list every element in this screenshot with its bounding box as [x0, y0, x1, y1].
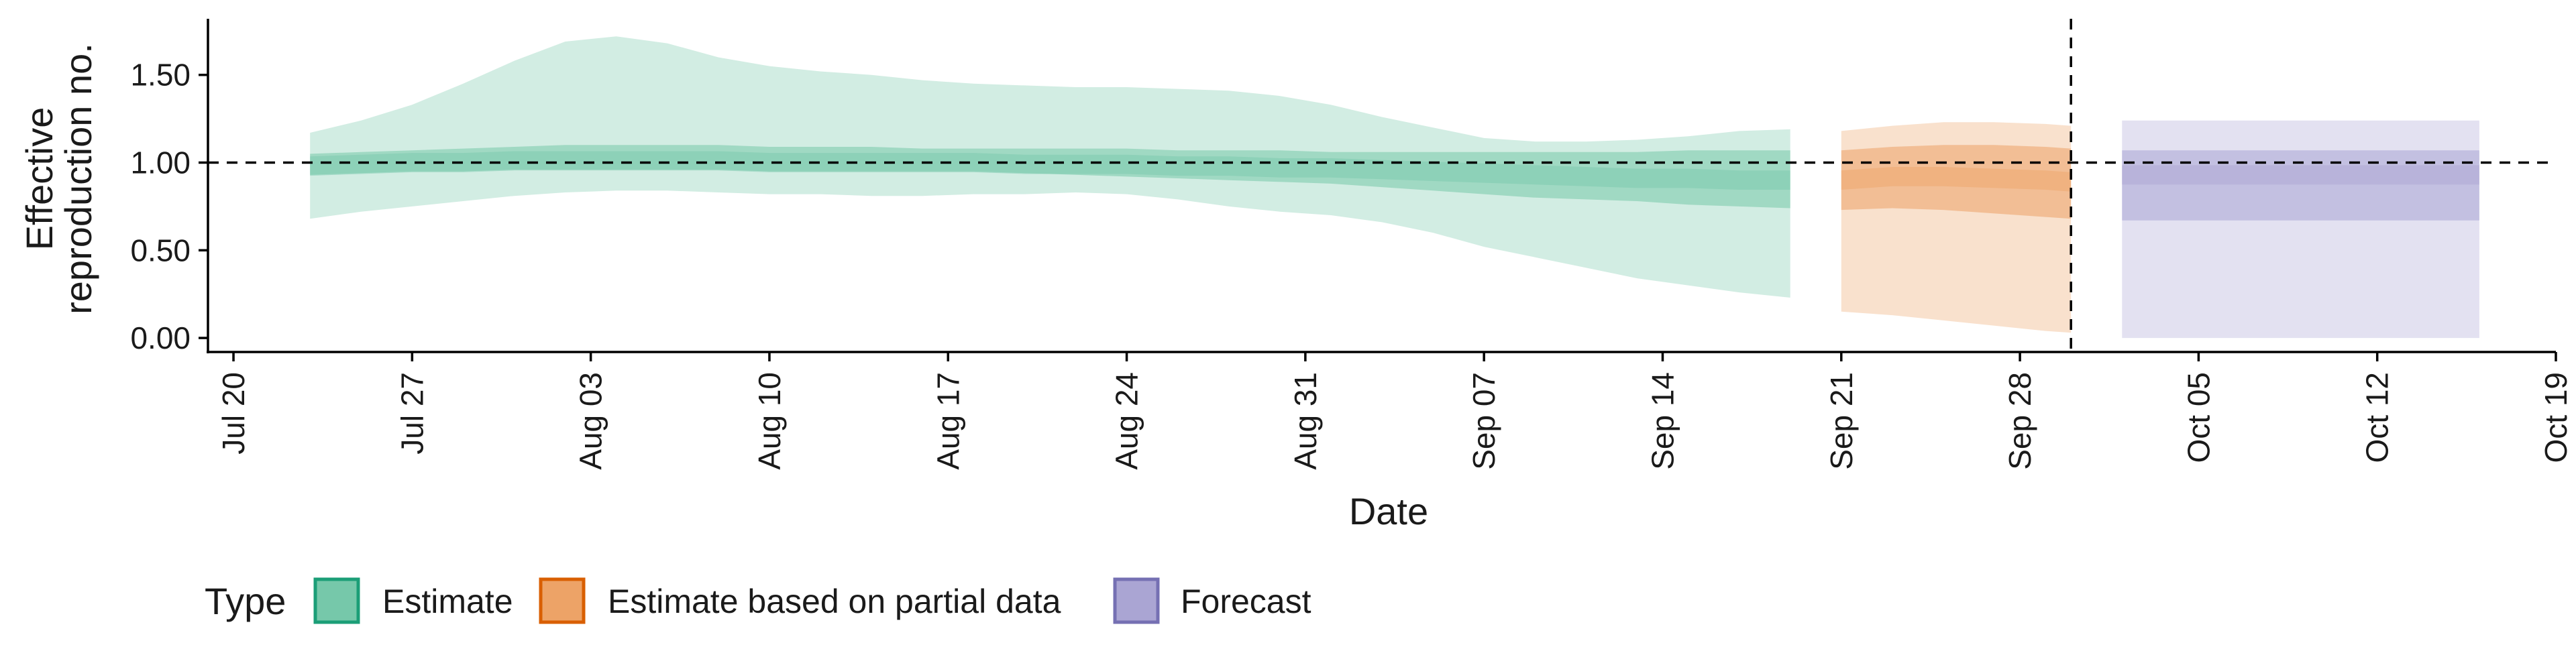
band-core-forecast: [2122, 165, 2479, 185]
y-axis-title-line: Effective: [18, 107, 60, 251]
legend-label: Estimate: [382, 583, 513, 620]
axes-layer: [199, 19, 2557, 361]
legend-key: [313, 577, 360, 624]
y-axis-title-line: reproduction no.: [57, 43, 99, 314]
y-tick-label: 0.50: [130, 233, 191, 268]
x-tick-label: Aug 10: [752, 372, 787, 470]
x-tick-label: Oct 12: [2360, 372, 2395, 463]
y-tick-label: 1.00: [130, 145, 191, 180]
band-inner-forecast: [2122, 150, 2479, 221]
x-tick-label: Aug 03: [574, 372, 608, 470]
x-tick-label: Sep 28: [2002, 372, 2037, 470]
legend-label: Estimate based on partial data: [608, 583, 1061, 620]
x-tick-label: Oct 19: [2538, 372, 2573, 463]
legend-label: Forecast: [1181, 583, 1311, 620]
x-tick-label: Sep 21: [1824, 372, 1859, 470]
bands-layer: [310, 36, 2479, 339]
band-core-estimate: [310, 151, 1790, 190]
band-core-estimate-based-on-partial-data: [1841, 167, 2072, 192]
x-tick-label: Sep 07: [1466, 372, 1501, 470]
legend-title: Type: [205, 580, 286, 622]
labels-layer: 0.00 0.50 1.00 1.50 Jul 20 Jul 27 Aug 03 Aug 10…: [18, 43, 2573, 532]
x-tick-label: Aug 17: [930, 372, 965, 470]
x-tick-label: Oct 05: [2181, 372, 2216, 463]
x-tick-label: Aug 24: [1110, 372, 1144, 470]
y-tick-label: 0.00: [130, 320, 191, 355]
x-tick-label: Aug 31: [1288, 372, 1323, 470]
x-axis-title: Date: [1349, 490, 1428, 532]
band-inner-estimate: [310, 145, 1790, 209]
legend-key: [1113, 577, 1160, 624]
x-tick-label: Jul 20: [216, 372, 251, 455]
x-tick-label: Jul 27: [394, 372, 429, 455]
legend-key: [539, 577, 586, 624]
lines-layer: [208, 19, 2556, 352]
x-tick-label: Sep 14: [1645, 372, 1680, 470]
y-tick-label: 1.50: [130, 58, 191, 93]
legend-layer: Type Estimate Estimate based on partial da…: [205, 577, 1311, 624]
